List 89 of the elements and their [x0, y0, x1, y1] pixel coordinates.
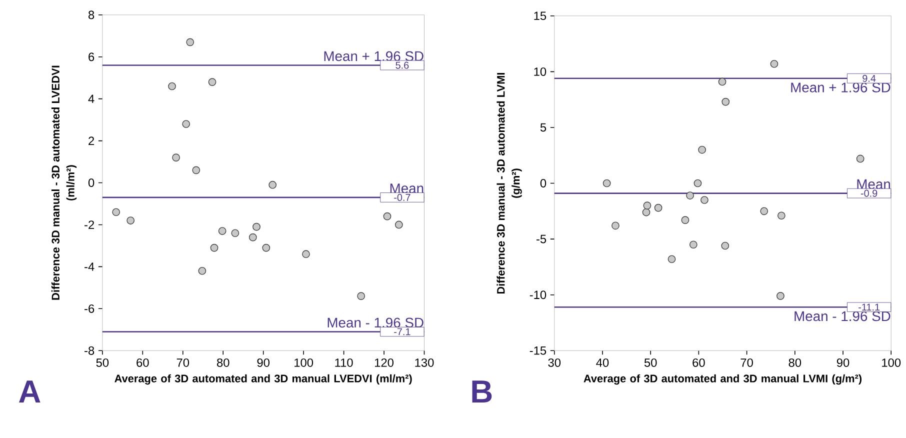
text: B	[472, 380, 492, 402]
annotation: -0.9	[860, 190, 878, 197]
y-axis-title: Difference 3D manual - 3D automated LVEDVI (ml/m²)	[51, 66, 77, 300]
y-tick-label: -8	[84, 346, 94, 355]
x-tick-label: 130	[415, 358, 434, 367]
x-tick-label: 110	[335, 358, 353, 367]
annotation: 5.6	[396, 62, 409, 69]
x-tick-label: 60	[136, 358, 149, 367]
x-tick-label: 80	[788, 358, 802, 367]
point	[642, 208, 650, 216]
point	[856, 154, 864, 163]
point	[182, 120, 190, 128]
ref-line-label: Mean	[390, 184, 424, 194]
point	[698, 146, 706, 154]
y-tick-label: 8	[88, 10, 94, 20]
point	[383, 212, 392, 220]
y-tick-label: 15	[534, 12, 546, 20]
x-tick-label: 70	[740, 358, 753, 367]
point	[112, 208, 120, 216]
point	[126, 216, 135, 224]
point	[686, 192, 694, 200]
annotation: -0.7	[394, 194, 410, 201]
y-tick-label: 0	[88, 178, 94, 187]
y-tick-label: 10	[534, 67, 546, 76]
point	[248, 233, 257, 242]
x-tick-label: 120	[375, 358, 394, 367]
point	[208, 78, 216, 86]
y-tick-label: 6	[88, 52, 94, 62]
point	[198, 266, 206, 275]
point	[252, 222, 260, 231]
y-tick-label: -10	[530, 290, 546, 300]
point	[770, 60, 778, 68]
point	[192, 166, 200, 174]
point	[168, 82, 176, 90]
point	[718, 78, 726, 86]
point	[668, 255, 676, 264]
y-tick-label: -5	[536, 234, 546, 244]
point	[172, 154, 180, 162]
y-tick-label: -6	[84, 304, 94, 313]
point	[602, 179, 611, 188]
annotation: -11.1	[858, 304, 880, 311]
y-tick-label: 4	[88, 94, 94, 103]
y-tick-label: 0	[540, 179, 546, 188]
ref-line-label: Mean	[857, 179, 890, 190]
point	[778, 212, 786, 220]
point	[210, 244, 218, 252]
point	[262, 244, 270, 252]
x-tick-label: 30	[548, 358, 561, 367]
x-tick-label: 70	[176, 358, 190, 367]
point	[231, 229, 240, 238]
point	[700, 196, 708, 204]
x-tick-label: 90	[257, 358, 270, 367]
point	[268, 180, 277, 189]
annotation: 9.4	[862, 74, 876, 82]
point	[643, 202, 652, 210]
point	[760, 207, 768, 216]
point	[689, 240, 698, 249]
x-tick-label: 100	[882, 358, 901, 367]
point	[681, 216, 690, 224]
text: A	[18, 380, 40, 402]
point	[302, 250, 310, 258]
point	[694, 179, 702, 188]
annotation: -7.1	[394, 328, 410, 336]
x-tick-label: 80	[217, 358, 230, 367]
point	[357, 292, 366, 300]
x-tick-label: 50	[644, 358, 657, 367]
x-axis-title: Average of 3D automated and 3D manual LVEDVI (ml/m²)	[114, 374, 412, 385]
x-axis-title: Average of 3D automated and 3D manual LVMI (g/m²)	[584, 374, 862, 385]
y-axis-title: Difference 3D manual - 3D automated LVMI (g/m²)	[496, 72, 522, 294]
y-tick-label: 2	[88, 136, 94, 145]
x-tick-label: 100	[294, 358, 314, 367]
y-tick-label: -2	[84, 220, 94, 229]
x-tick-label: 50	[96, 358, 109, 367]
point	[612, 222, 620, 230]
point	[394, 220, 403, 229]
point	[654, 204, 662, 212]
y-tick-label: -15	[530, 346, 546, 355]
ref-line-label: Mean - 1.96 SD	[328, 318, 424, 328]
y-tick-label: -4	[84, 262, 94, 271]
point	[218, 227, 226, 235]
x-tick-label: 90	[836, 358, 850, 367]
point	[722, 98, 730, 106]
x-tick-label: 60	[692, 358, 705, 367]
point	[186, 38, 194, 46]
x-tick-label: 40	[596, 358, 609, 367]
y-tick-label: 5	[540, 123, 546, 132]
point	[721, 242, 730, 250]
point	[776, 292, 784, 300]
ref-line-label: Mean - 1.96 SD	[794, 311, 890, 322]
